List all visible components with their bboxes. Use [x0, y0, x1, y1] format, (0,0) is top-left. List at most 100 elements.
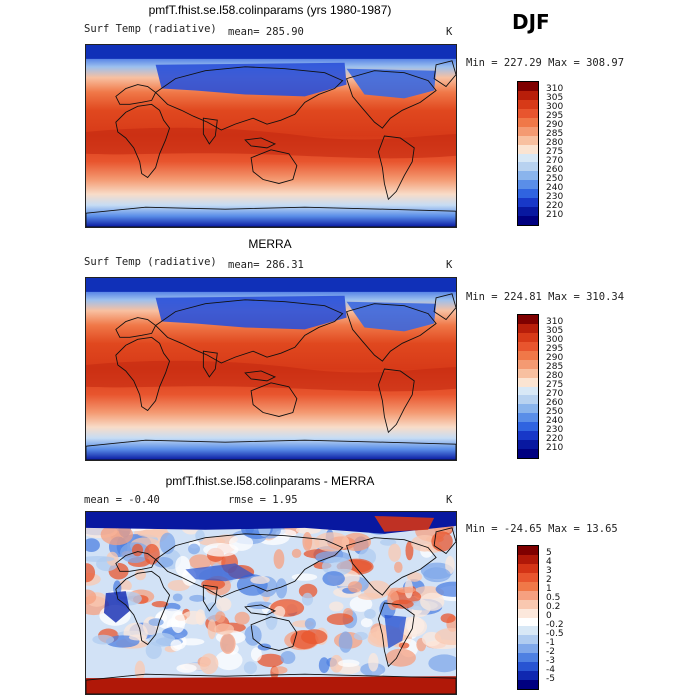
- colorbar-swatch: [518, 162, 538, 172]
- colorbar-swatch: [518, 581, 538, 591]
- colorbar-tick-label: -3: [546, 655, 555, 666]
- colorbar-tick-label: 280: [546, 371, 564, 382]
- colorbar-swatch: [518, 99, 538, 109]
- colorbar-tick-label: 0: [546, 611, 552, 621]
- colorbar-swatch: [518, 350, 538, 360]
- panel1-minmax: Min = 227.29 Max = 308.97: [466, 57, 625, 69]
- panel1-variable-label: Surf Temp (radiative): [84, 23, 217, 35]
- colorbar-tick-label: -2: [546, 646, 555, 657]
- colorbar-tick-label: 285: [546, 362, 564, 373]
- colorbar-swatch: [518, 644, 538, 654]
- colorbar-swatch: [518, 422, 538, 432]
- colorbar-swatch: [518, 449, 538, 458]
- colorbar-swatch: [518, 563, 538, 573]
- colorbar-swatch: [518, 332, 538, 342]
- colorbar-swatch: [518, 198, 538, 208]
- panel1-units: K: [446, 26, 453, 38]
- panel3-rmse: rmse = 1.95: [228, 494, 298, 506]
- colorbar-tick-label: 260: [546, 397, 564, 408]
- colorbar-swatch: [518, 108, 538, 118]
- colorbar-tick-label: 290: [546, 353, 564, 364]
- colorbar-tick-label: 260: [546, 164, 564, 175]
- colorbar-swatch: [518, 680, 538, 689]
- panel3-units: K: [446, 494, 453, 506]
- panel2-map: [85, 277, 457, 461]
- colorbar-swatch: [518, 171, 538, 181]
- colorbar-swatch: [518, 368, 538, 378]
- colorbar-swatch: [518, 608, 538, 618]
- panel3-map: [85, 511, 457, 695]
- panel2-mean: mean= 286.31: [228, 259, 304, 271]
- colorbar-tick-label: 240: [546, 182, 564, 193]
- colorbar-swatch: [518, 135, 538, 145]
- colorbar-tick-label: -0.5: [546, 628, 564, 639]
- colorbar-swatch: [518, 359, 538, 369]
- colorbar-tick-label: 285: [546, 129, 564, 140]
- colorbar-tick-label: 250: [546, 406, 564, 417]
- panel1-title: pmfT.fhist.se.l58.colinparams (yrs 1980-…: [148, 3, 392, 17]
- colorbar-tick-label: 275: [546, 147, 564, 157]
- panel2-title: MERRA: [248, 237, 292, 251]
- colorbar-swatch: [518, 546, 538, 555]
- map-field: [86, 45, 456, 227]
- colorbar-swatch: [518, 207, 538, 217]
- colorbar-swatch: [518, 153, 538, 163]
- panel1-map: [85, 44, 457, 228]
- colorbar-swatch: [518, 144, 538, 154]
- colorbar-swatch: [518, 599, 538, 609]
- colorbar-tick-label: 230: [546, 424, 564, 435]
- colorbar-tick-label: 305: [546, 326, 564, 337]
- colorbar-tick-label: 240: [546, 415, 564, 426]
- colorbar-swatch: [518, 189, 538, 199]
- colorbar-tick-label: 270: [546, 388, 564, 399]
- panel3-colorbar: [517, 545, 539, 690]
- panel2-variable-label: Surf Temp (radiative): [84, 256, 217, 268]
- colorbar-tick-label: 5: [546, 548, 552, 559]
- colorbar-tick-label: 3: [546, 566, 552, 577]
- colorbar-tick-label: 250: [546, 173, 564, 184]
- colorbar-tick-label: 295: [546, 344, 564, 355]
- colorbar-tick-label: 300: [546, 102, 564, 113]
- panel3-minmax: Min = -24.65 Max = 13.65: [466, 523, 618, 535]
- panel3-mean: mean = -0.40: [84, 494, 160, 506]
- colorbar-tick-label: 220: [546, 200, 564, 211]
- colorbar-tick-label: 1: [546, 584, 552, 595]
- colorbar-swatch: [518, 671, 538, 681]
- colorbar-tick-label: 270: [546, 155, 564, 166]
- colorbar-swatch: [518, 431, 538, 441]
- colorbar-tick-label: 295: [546, 111, 564, 122]
- colorbar-swatch: [518, 590, 538, 600]
- colorbar-swatch: [518, 440, 538, 450]
- colorbar-tick-label: 305: [546, 93, 564, 104]
- colorbar-swatch: [518, 323, 538, 333]
- colorbar-tick-label: 310: [546, 317, 564, 328]
- colorbar-tick-label: 290: [546, 120, 564, 131]
- colorbar-swatch: [518, 653, 538, 663]
- panel2-units: K: [446, 259, 453, 271]
- colorbar-swatch: [518, 572, 538, 582]
- colorbar-tick-label: 280: [546, 138, 564, 149]
- colorbar-swatch: [518, 386, 538, 396]
- colorbar-tick-label: 310: [546, 84, 564, 95]
- colorbar-swatch: [518, 404, 538, 414]
- map-field: [86, 278, 456, 460]
- colorbar-tick-label: 230: [546, 191, 564, 202]
- colorbar-swatch: [518, 626, 538, 636]
- panel2-minmax: Min = 224.81 Max = 310.34: [466, 291, 625, 303]
- colorbar-tick-label: 0.5: [546, 593, 561, 604]
- panel1-mean: mean= 285.90: [228, 26, 304, 38]
- colorbar-tick-label: 275: [546, 380, 564, 390]
- colorbar-swatch: [518, 413, 538, 423]
- colorbar-swatch: [518, 377, 538, 387]
- colorbar-tick-label: 0.2: [546, 602, 561, 613]
- colorbar-tick-label: 2: [546, 575, 552, 586]
- colorbar-swatch: [518, 554, 538, 564]
- colorbar-tick-label: 210: [546, 442, 564, 453]
- colorbar-swatch: [518, 216, 538, 225]
- colorbar-tick-label: 300: [546, 335, 564, 346]
- colorbar-tick-label: -4: [546, 664, 555, 675]
- colorbar-swatch: [518, 126, 538, 136]
- colorbar-swatch: [518, 315, 538, 324]
- colorbar-tick-label: 4: [546, 557, 552, 568]
- map-field: [86, 512, 456, 694]
